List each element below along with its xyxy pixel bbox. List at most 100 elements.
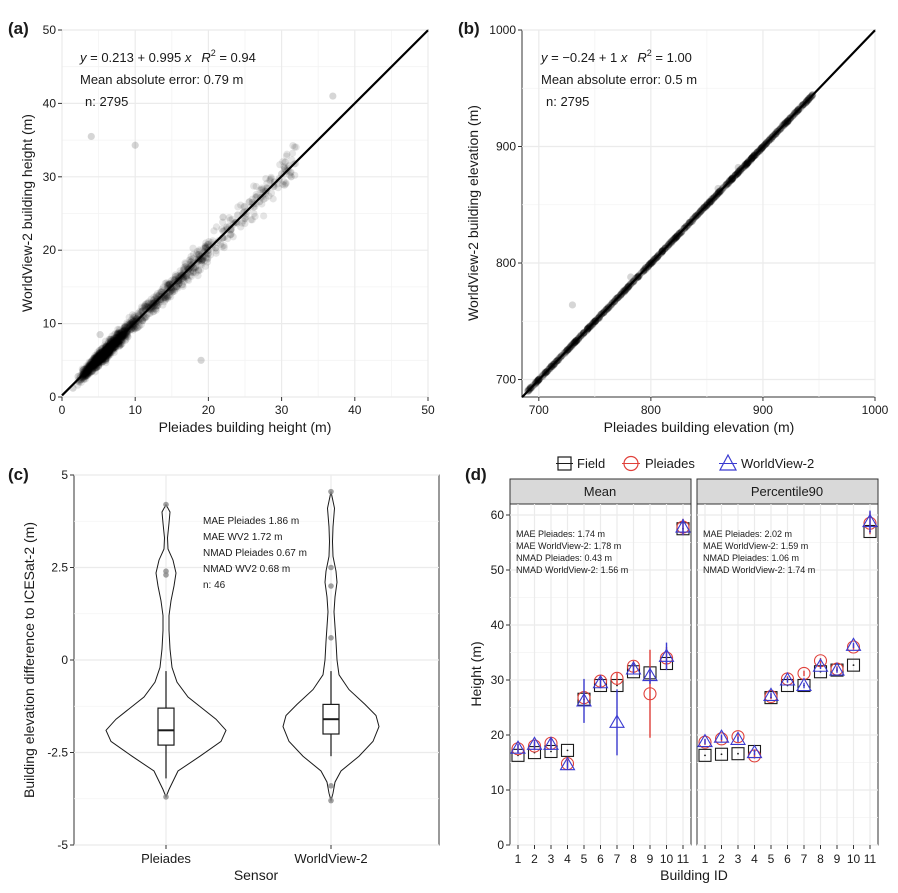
scatter-point — [96, 331, 104, 339]
scatter-point — [129, 311, 137, 319]
c-y-tick-label: 2.5 — [51, 561, 68, 575]
panel-a-equation: y = 0.213 + 0.995 x R2 = 0.94 — [79, 48, 256, 65]
scatter-point — [250, 209, 258, 218]
scatter-point — [189, 250, 198, 258]
scatter-point — [129, 313, 137, 321]
scatter-point — [287, 173, 295, 181]
d-y-tick-label: 30 — [491, 673, 505, 687]
scatter-point — [172, 282, 181, 291]
scatter-point — [117, 341, 125, 349]
scatter-point — [170, 287, 179, 295]
panel-c: -5 -2.5 0 2.5 5 Pleiades WorldView-2 (c) MAE … — [8, 465, 440, 883]
scatter-point — [103, 352, 111, 360]
scatter-point — [197, 255, 205, 263]
scatter-point — [115, 325, 123, 333]
scatter-point — [92, 359, 101, 367]
scatter-point — [181, 259, 189, 267]
panel-c-stat-5: n: 46 — [203, 580, 226, 591]
scatter-point — [90, 361, 98, 369]
scatter-point — [182, 262, 190, 270]
scatter-point — [102, 342, 110, 351]
scatter-point — [568, 301, 577, 309]
scatter-point — [202, 253, 210, 262]
scatter-point — [238, 219, 246, 227]
scatter-point — [114, 330, 122, 338]
scatter-point — [127, 320, 136, 328]
scatter-point — [204, 254, 212, 262]
scatter-point — [269, 195, 277, 203]
scatter-point — [179, 282, 187, 291]
panel-b-eq-x: x — [620, 50, 628, 65]
panel-b-label: (b) — [458, 19, 480, 38]
b-y-tick-label: 900 — [496, 140, 516, 154]
scatter-point — [107, 335, 115, 344]
scatter-point — [250, 182, 258, 190]
scatter-point — [292, 143, 300, 151]
a-x-tick-label: 50 — [421, 403, 435, 417]
scatter-point — [175, 280, 183, 288]
scatter-point — [88, 363, 96, 371]
scatter-point — [288, 149, 297, 157]
a-y-tick-label: 10 — [43, 317, 57, 331]
scatter-point — [96, 352, 104, 360]
scatter-point — [141, 300, 149, 309]
panel-c-stat-1: MAE Pleiades 1.86 m — [203, 516, 299, 527]
scatter-point — [262, 174, 270, 183]
scatter-point — [114, 329, 122, 337]
scatter-point — [95, 362, 103, 370]
scatter-point — [281, 158, 289, 166]
scatter-point — [195, 246, 203, 254]
scatter-point — [163, 280, 171, 289]
scatter-point — [192, 250, 201, 258]
b-x-tick-label: 800 — [641, 403, 661, 417]
scatter-point — [105, 343, 113, 351]
panel-c-label: (c) — [8, 465, 29, 484]
a-x-tick-label: 0 — [59, 403, 66, 417]
scatter-point — [91, 357, 99, 365]
scatter-point — [133, 324, 141, 332]
scatter-point — [111, 345, 119, 353]
scatter-point — [89, 359, 97, 367]
scatter-point — [144, 298, 153, 306]
d-x-tick-label: 6 — [784, 852, 791, 866]
d-x-tick-label: 7 — [801, 852, 808, 866]
d-x-tick-label: 3 — [735, 852, 742, 866]
outlier-point — [328, 564, 334, 571]
panel-a-r2-r: R — [201, 50, 210, 65]
scatter-point — [105, 342, 114, 350]
scatter-point — [101, 355, 110, 363]
a-x-tick-label: 30 — [275, 403, 289, 417]
scatter-point — [158, 285, 166, 293]
scatter-point — [240, 202, 248, 210]
scatter-point — [123, 328, 131, 336]
scatter-point — [121, 327, 129, 335]
scatter-point — [118, 333, 127, 341]
panel-a-ylabel: WorldView-2 building height (m) — [19, 114, 35, 312]
scatter-point — [106, 341, 114, 350]
scatter-point — [104, 343, 112, 351]
d-y-tick-label: 20 — [491, 728, 505, 742]
scatter-point — [107, 336, 115, 344]
panel-b-n: n: 2795 — [546, 94, 589, 109]
scatter-point — [226, 231, 234, 239]
scatter-point — [191, 264, 200, 272]
scatter-point — [130, 317, 139, 325]
d-x-tick-label: 2 — [718, 852, 725, 866]
scatter-point — [266, 176, 274, 184]
c-x-tick-label: WorldView-2 — [294, 851, 367, 866]
field-marker-dot — [720, 753, 723, 756]
scatter-point — [162, 294, 170, 303]
d-x-tick-label: 1 — [515, 852, 522, 866]
scatter-point — [102, 341, 111, 350]
scatter-point — [184, 276, 193, 284]
scatter-point — [329, 92, 337, 100]
scatter-point — [110, 331, 118, 339]
panel-b-mae: Mean absolute error: 0.5 m — [541, 72, 697, 87]
scatter-point — [120, 322, 129, 330]
scatter-point — [95, 350, 103, 358]
scatter-point — [116, 341, 125, 349]
scatter-point — [82, 362, 91, 370]
scatter-point — [98, 359, 106, 367]
scatter-point — [227, 224, 235, 233]
field-marker-dot — [737, 752, 739, 755]
